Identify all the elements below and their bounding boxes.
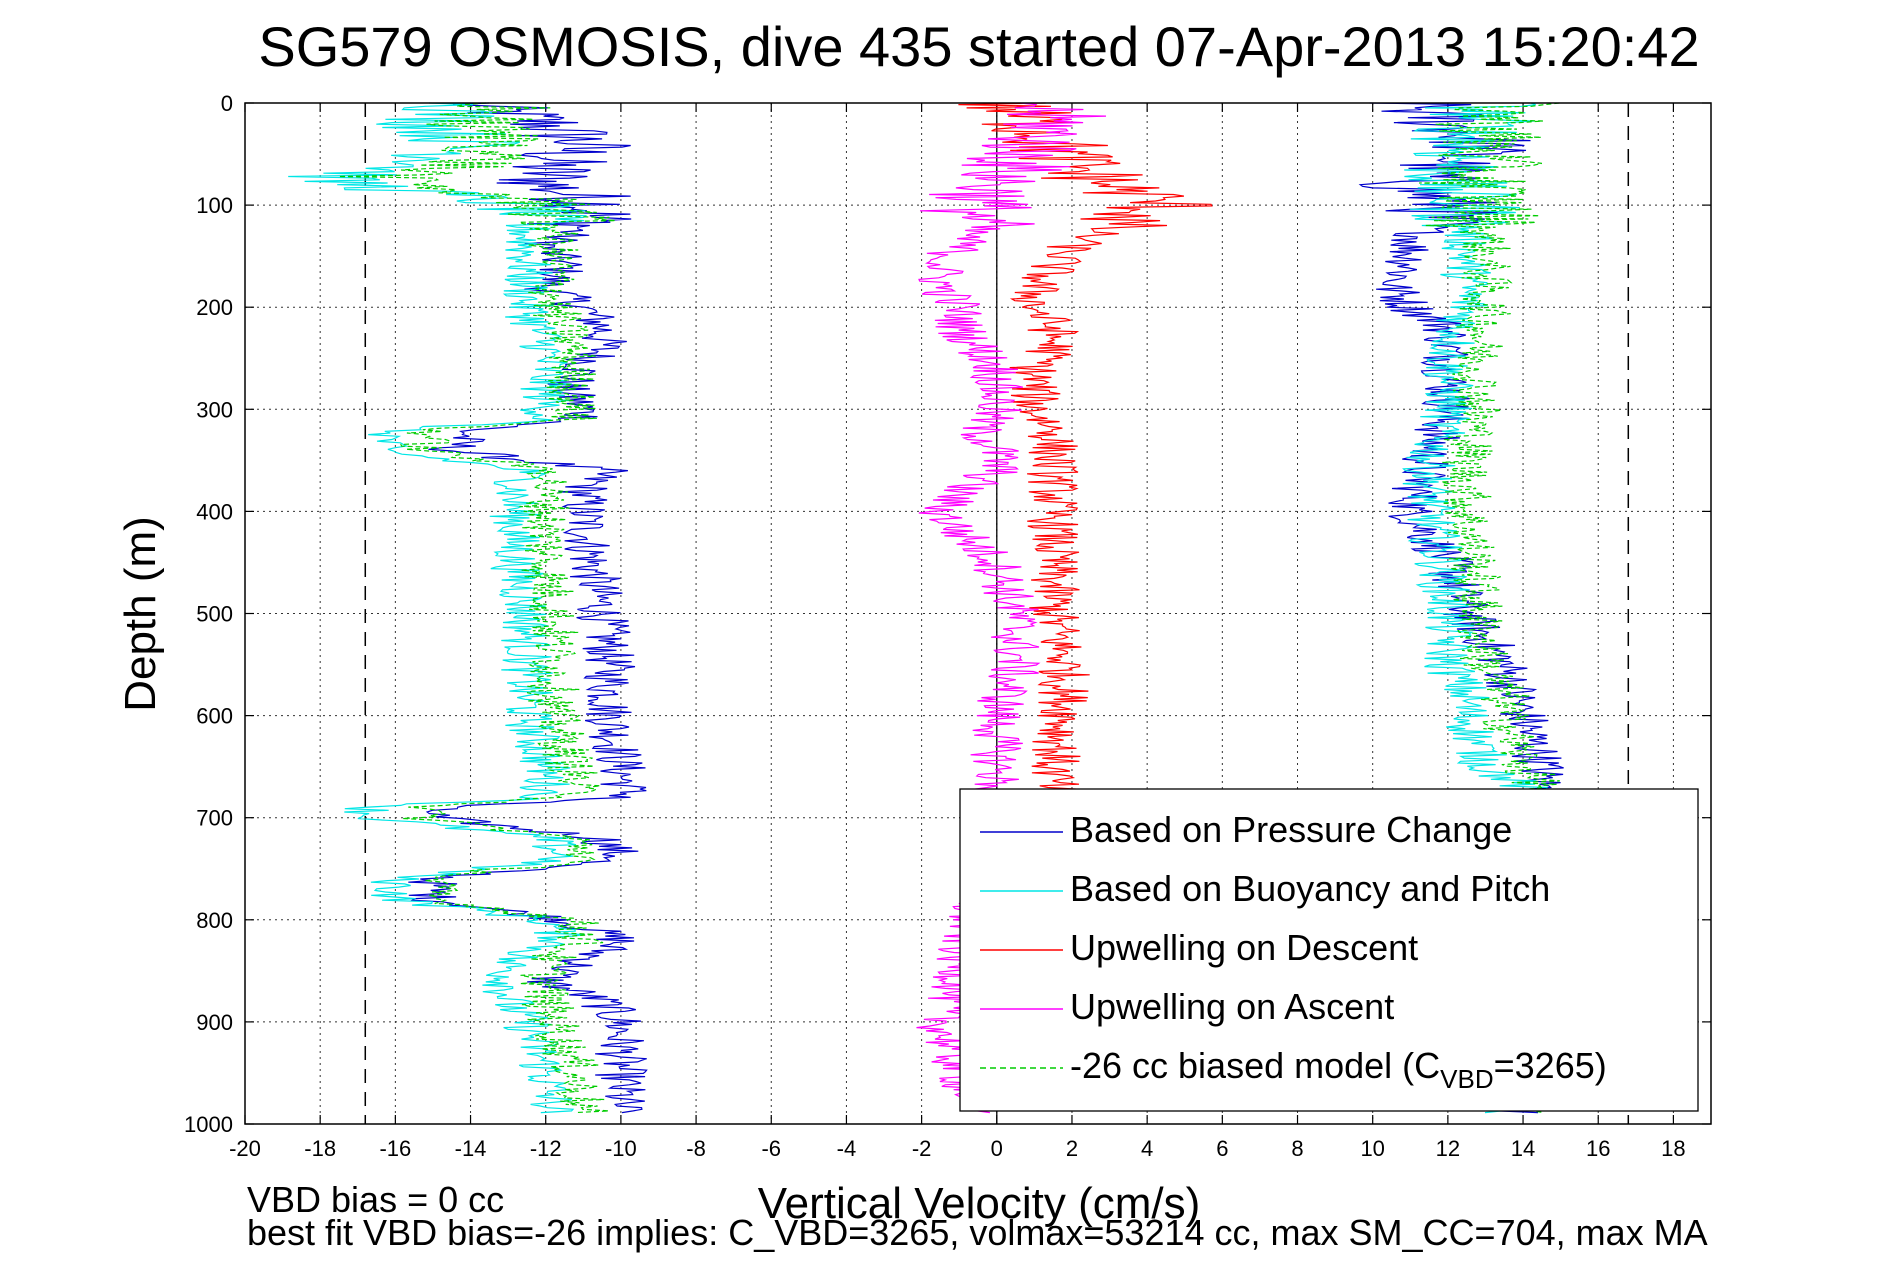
y-axis-ticks: 0 100 200 300 400 500 600 700 800 900 1000	[184, 91, 1711, 1137]
legend-label-1: Based on Buoyancy and Pitch	[1070, 868, 1550, 909]
footnote-best-fit: best fit VBD bias=-26 implies: C_VBD=326…	[247, 1212, 1708, 1253]
x-tick-label-19: 18	[1661, 1136, 1685, 1161]
x-tick-label-11: 2	[1066, 1136, 1078, 1161]
x-tick-label-1: -18	[304, 1136, 336, 1161]
y-tick-label-8: 800	[196, 908, 233, 933]
x-tick-label-5: -10	[605, 1136, 637, 1161]
x-tick-label-17: 14	[1511, 1136, 1535, 1161]
series-2-trace-0	[958, 102, 1213, 797]
x-tick-label-13: 6	[1216, 1136, 1228, 1161]
y-tick-label-5: 500	[196, 602, 233, 627]
x-tick-label-9: -2	[912, 1136, 932, 1161]
x-tick-label-0: -20	[229, 1136, 261, 1161]
legend-label-0: Based on Pressure Change	[1070, 809, 1512, 850]
y-axis-label: Depth (m)	[116, 516, 165, 712]
x-axis-ticks: -20 -18 -16 -14 -12 -10 -8 -6 -4 -2 0 2 4 6 8 10 12 14 16 1…	[229, 103, 1686, 1161]
x-tick-label-7: -6	[761, 1136, 781, 1161]
x-tick-label-15: 10	[1360, 1136, 1384, 1161]
x-axis-label: Vertical Velocity (cm/s)	[758, 1179, 1201, 1228]
y-tick-label-3: 300	[196, 397, 233, 422]
y-tick-label-9: 900	[196, 1010, 233, 1035]
x-tick-label-14: 8	[1291, 1136, 1303, 1161]
y-tick-label-2: 200	[196, 295, 233, 320]
x-tick-label-8: -4	[837, 1136, 857, 1161]
series-0-trace-0	[408, 102, 648, 1114]
x-tick-label-3: -14	[455, 1136, 487, 1161]
y-tick-label-6: 600	[196, 704, 233, 729]
legend-label-3: Upwelling on Ascent	[1070, 986, 1394, 1027]
x-tick-label-16: 12	[1436, 1136, 1460, 1161]
legend: Based on Pressure Change Based on Buoyanc…	[959, 788, 1699, 1112]
series-4-trace-1	[1419, 102, 1567, 1114]
x-tick-label-2: -16	[379, 1136, 411, 1161]
x-tick-label-6: -8	[686, 1136, 706, 1161]
legend-label-2: Upwelling on Descent	[1070, 927, 1418, 968]
legend-box	[959, 788, 1699, 1112]
x-tick-label-4: -12	[530, 1136, 562, 1161]
y-tick-label-1: 100	[196, 193, 233, 218]
y-tick-label-7: 700	[196, 806, 233, 831]
x-tick-label-10: 0	[991, 1136, 1003, 1161]
legend-label-4: -26 cc biased model (CVBD=3265)	[1070, 1045, 1607, 1094]
plot-frame	[244, 102, 1712, 1125]
footnote-vbd-bias: VBD bias = 0 cc	[247, 1179, 504, 1220]
x-tick-label-18: 16	[1586, 1136, 1610, 1161]
y-tick-label-4: 400	[196, 499, 233, 524]
y-tick-label-10: 1000	[184, 1112, 233, 1137]
chart-title: SG579 OSMOSIS, dive 435 started 07-Apr-2…	[258, 15, 1699, 78]
x-tick-label-12: 4	[1141, 1136, 1153, 1161]
y-tick-label-0: 0	[221, 91, 233, 116]
